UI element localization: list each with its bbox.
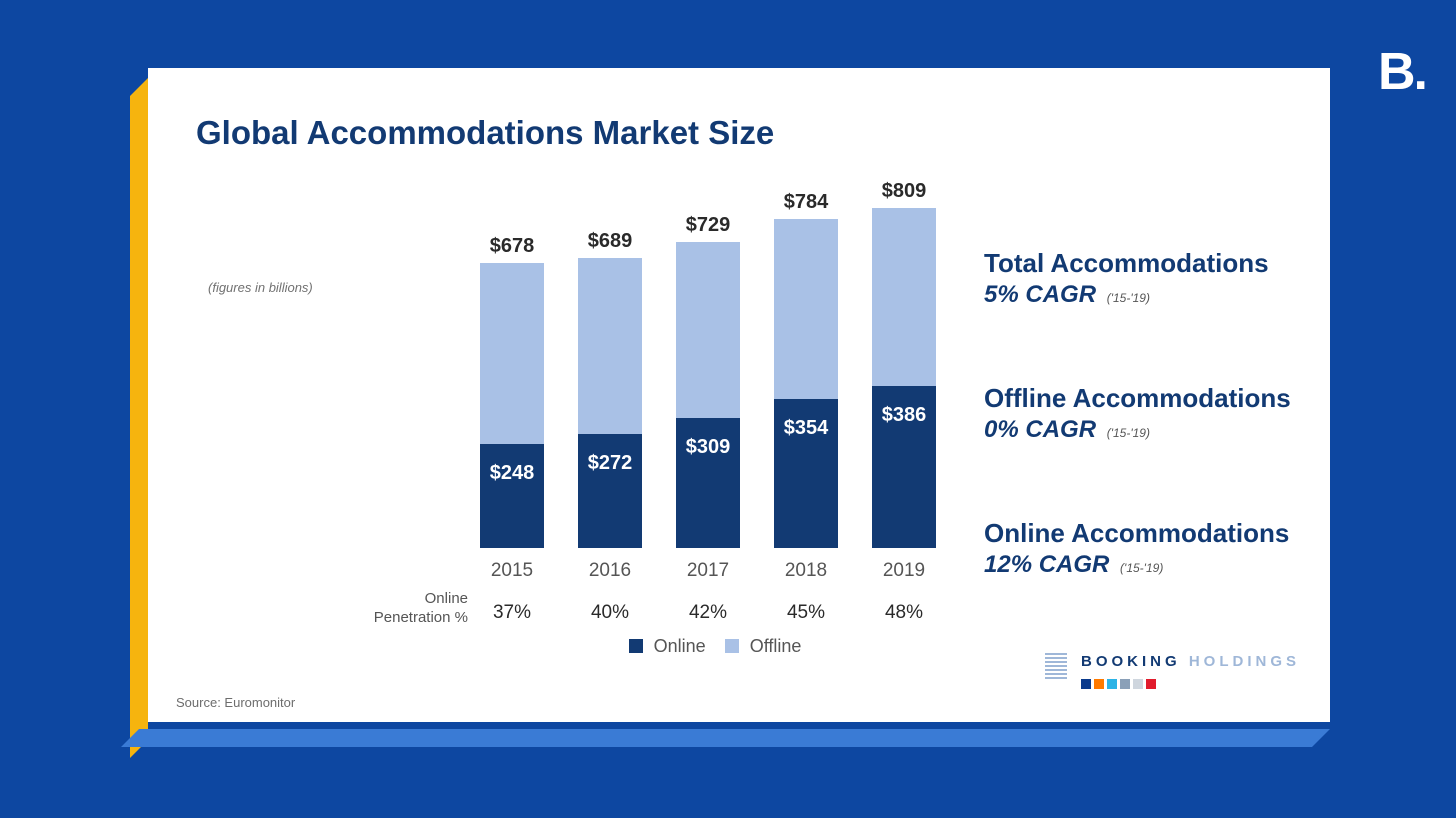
penetration-label: 45% <box>774 602 838 624</box>
brand-mark: BOOKING HOLDINGS <box>1045 653 1300 694</box>
penetration-label: 42% <box>676 602 740 624</box>
bar-total-label: $784 <box>774 191 838 214</box>
figures-note: (figures in billions) <box>208 280 313 295</box>
bar-online-label: $309 <box>676 436 740 459</box>
brand-lines-icon <box>1045 653 1067 681</box>
callout-cagr: 5% CAGR <box>984 281 1096 308</box>
slide-accent-bottom <box>121 729 1330 747</box>
bar-segment-offline <box>872 208 936 386</box>
callout-sub: 0% CAGR ('15-'19) <box>984 416 1314 444</box>
bar: $689$272 <box>578 258 642 548</box>
callout-cagr: 12% CAGR <box>984 551 1109 578</box>
bar-online-label: $248 <box>480 462 544 485</box>
brand-word1: BOOKING <box>1081 653 1181 670</box>
bar-segment-offline <box>676 242 740 419</box>
year-label: 2018 <box>774 560 838 582</box>
brand-square <box>1081 679 1091 689</box>
bar-total-label: $689 <box>578 230 642 253</box>
source-note: Source: Euromonitor <box>176 695 295 710</box>
callout-note: ('15-'19) <box>1107 426 1150 440</box>
brand-wordmark: BOOKING HOLDINGS <box>1081 653 1300 670</box>
bar-total-label: $809 <box>872 180 936 203</box>
brand-squares <box>1081 676 1300 694</box>
year-label: 2017 <box>676 560 740 582</box>
bar: $784$354 <box>774 219 838 548</box>
brand-word2: HOLDINGS <box>1189 653 1300 670</box>
bar: $809$386 <box>872 208 936 548</box>
callout-sub: 5% CAGR ('15-'19) <box>984 281 1314 309</box>
penetration-label: 40% <box>578 602 642 624</box>
bar-segment-online: $386 <box>872 386 936 548</box>
brand-square <box>1133 679 1143 689</box>
bar-segment-online: $309 <box>676 418 740 548</box>
callout-offline: Offline Accommodations 0% CAGR ('15-'19) <box>984 383 1314 444</box>
legend-swatch-online <box>629 639 643 653</box>
callout-online: Online Accommodations 12% CAGR ('15-'19) <box>984 518 1314 579</box>
year-label: 2016 <box>578 560 642 582</box>
bar: $678$248 <box>480 263 544 548</box>
callout-cagr: 0% CAGR <box>984 416 1096 443</box>
bar-segment-offline <box>480 263 544 444</box>
bar-online-label: $272 <box>578 452 642 475</box>
penetration-label: 37% <box>480 602 544 624</box>
penetration-title-line2: Penetration % <box>374 609 468 626</box>
bar-segment-online: $272 <box>578 434 642 548</box>
slide-title: Global Accommodations Market Size <box>196 114 774 152</box>
callout-sub: 12% CAGR ('15-'19) <box>984 551 1314 579</box>
callout-note: ('15-'19) <box>1107 291 1150 305</box>
bar: $729$309 <box>676 242 740 548</box>
bar-segment-online: $248 <box>480 444 544 548</box>
penetration-title-line1: Online <box>425 590 468 607</box>
stage: B. Global Accommodations Market Size (fi… <box>0 0 1456 818</box>
callout-note: ('15-'19) <box>1120 561 1163 575</box>
callout-total: Total Accommodations 5% CAGR ('15-'19) <box>984 248 1314 309</box>
brand-square <box>1120 679 1130 689</box>
brand-square <box>1146 679 1156 689</box>
slide-accent-left <box>130 78 148 758</box>
year-label: 2019 <box>872 560 936 582</box>
corner-logo: B. <box>1378 42 1426 102</box>
callout-title: Total Accommodations <box>984 248 1314 279</box>
legend-label-online: Online <box>654 636 706 656</box>
callout-title: Offline Accommodations <box>984 383 1314 414</box>
bar-segment-offline <box>774 219 838 400</box>
penetration-row-title: Online Penetration % <box>348 590 468 628</box>
legend-swatch-offline <box>725 639 739 653</box>
stacked-bar-chart: $678$248$689$272$729$309$784$354$809$386 <box>448 208 968 548</box>
bar-segment-offline <box>578 258 642 433</box>
slide-card: Global Accommodations Market Size (figur… <box>148 68 1330 722</box>
year-label: 2015 <box>480 560 544 582</box>
bar-online-label: $386 <box>872 404 936 427</box>
brand-square <box>1107 679 1117 689</box>
callouts: Total Accommodations 5% CAGR ('15-'19) O… <box>984 248 1314 653</box>
bar-total-label: $678 <box>480 235 544 258</box>
bar-segment-online: $354 <box>774 399 838 548</box>
slide: Global Accommodations Market Size (figur… <box>130 68 1330 738</box>
penetration-label: 48% <box>872 602 936 624</box>
bar-online-label: $354 <box>774 417 838 440</box>
legend-label-offline: Offline <box>750 636 802 656</box>
callout-title: Online Accommodations <box>984 518 1314 549</box>
chart-legend: Online Offline <box>448 636 968 657</box>
brand-square <box>1094 679 1104 689</box>
bar-total-label: $729 <box>676 214 740 237</box>
